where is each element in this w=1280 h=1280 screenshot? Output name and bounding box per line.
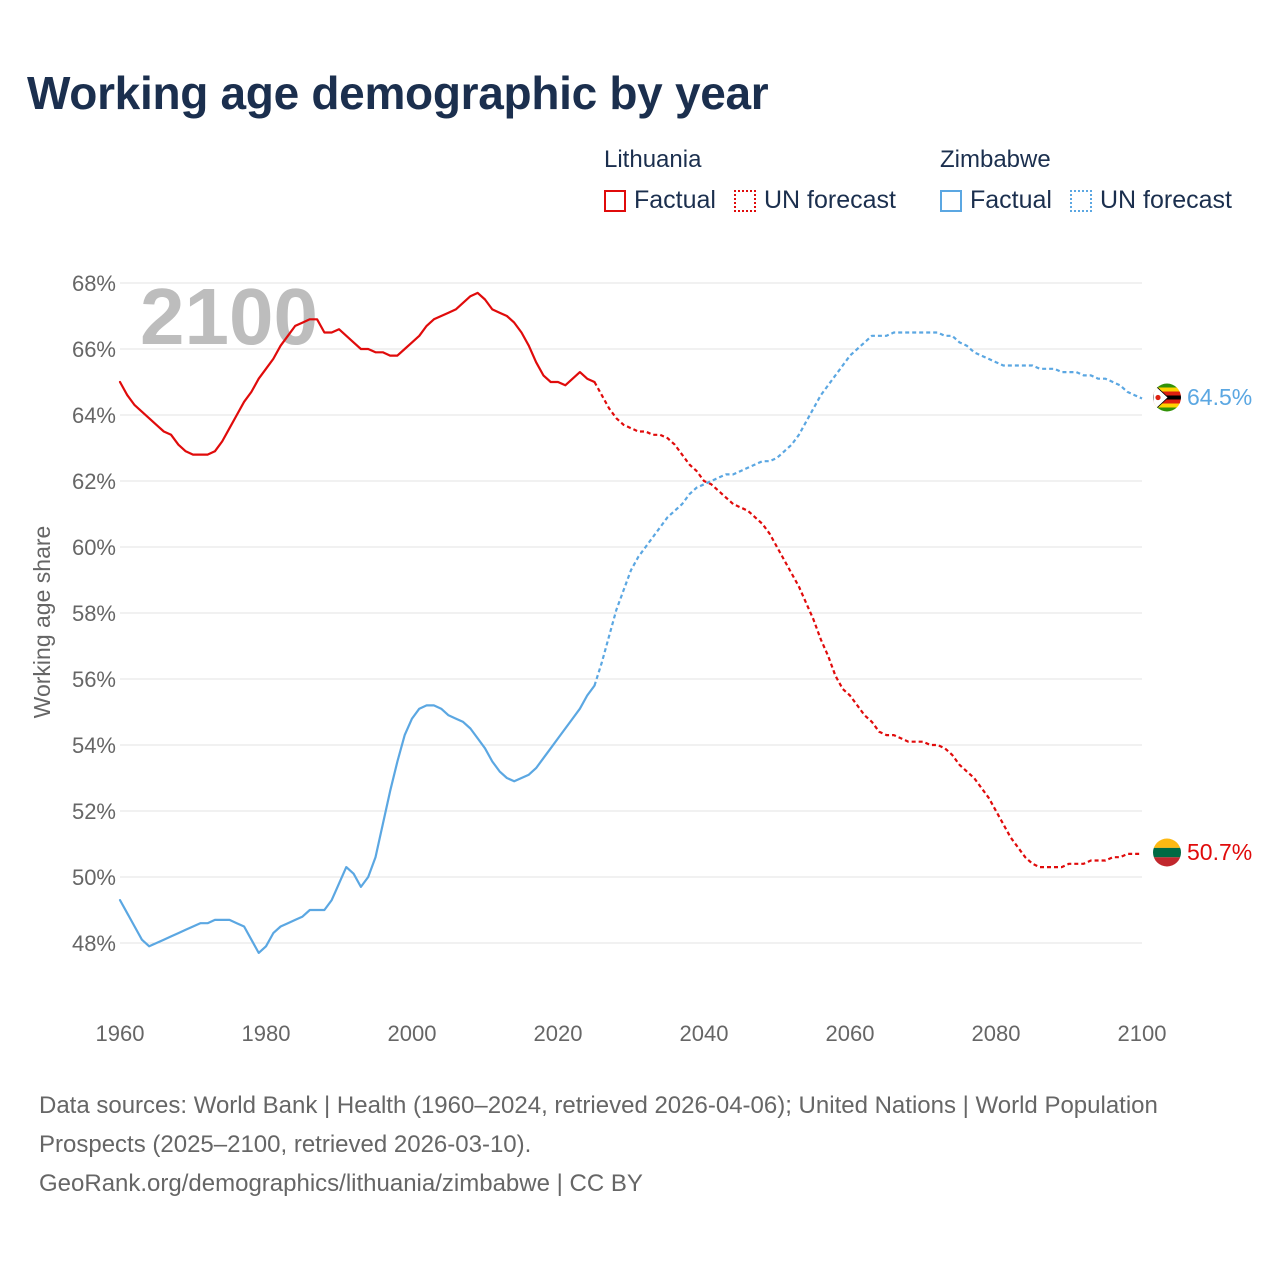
y-tick-label: 68%: [72, 271, 116, 296]
x-tick-label: 2020: [534, 1021, 583, 1046]
y-tick-label: 48%: [72, 931, 116, 956]
zimbabwe-end-label: 64.5%: [1187, 384, 1252, 410]
zimbabwe-forecast-line: [593, 331, 1143, 686]
x-tick-label: 1960: [96, 1021, 145, 1046]
legend-label: Factual: [970, 186, 1052, 214]
x-tick-label: 2080: [972, 1021, 1021, 1046]
lithuania-flag-icon: [1153, 838, 1181, 867]
lithuania-factual-line: [118, 291, 596, 456]
legend-item-lithuania-forecast[interactable]: UN forecast: [733, 186, 896, 215]
x-axis-ticks: 1960 1980 2000 2020 2040 2060 2080 2100: [96, 1021, 1167, 1046]
legend-label: Factual: [634, 186, 716, 214]
legend-swatch-solid-icon: [604, 189, 626, 212]
y-axis-title: Working age share: [29, 526, 55, 719]
page-title: Working age demographic by year: [27, 67, 769, 119]
x-tick-label: 2040: [680, 1021, 729, 1046]
legend-swatch-dotted-icon: [733, 189, 756, 212]
legend-item-zimbabwe-factual[interactable]: Factual: [940, 186, 1052, 215]
x-tick-label: 2060: [826, 1021, 875, 1046]
lithuania-end-label: 50.7%: [1187, 839, 1252, 865]
legend-group-zimbabwe: Zimbabwe Factual UN forecast: [940, 144, 1232, 215]
legend-title-zimbabwe: Zimbabwe: [940, 146, 1051, 173]
y-tick-label: 52%: [72, 799, 116, 824]
x-tick-label: 1980: [242, 1021, 291, 1046]
y-tick-label: 56%: [72, 667, 116, 692]
legend-label: UN forecast: [1099, 186, 1232, 214]
legend-item-lithuania-factual[interactable]: Factual: [604, 186, 716, 215]
x-tick-label: 2000: [388, 1021, 437, 1046]
series-lines: [118, 291, 1143, 954]
legend-label: UN forecast: [763, 186, 896, 214]
x-tick-label: 2100: [1118, 1021, 1167, 1046]
zimbabwe-flag-icon: [1153, 383, 1181, 412]
year-watermark: 2100: [140, 272, 318, 361]
legend-swatch-solid-icon: [940, 189, 962, 212]
gridlines: [120, 282, 1142, 944]
lithuania-forecast-line: [593, 381, 1142, 869]
y-tick-label: 50%: [72, 865, 116, 890]
legend-swatch-dotted-icon: [1069, 189, 1092, 212]
y-tick-label: 64%: [72, 403, 116, 428]
attribution-link[interactable]: GeoRank.org/demographics/lithuania/zimba…: [39, 1170, 643, 1197]
y-tick-label: 54%: [72, 733, 116, 758]
data-sources-text: Data sources: World Bank | Health (1960–…: [39, 1092, 1158, 1158]
footer: Data sources: World Bank | Health (1960–…: [39, 1086, 1239, 1203]
legend-item-zimbabwe-forecast[interactable]: UN forecast: [1069, 186, 1232, 215]
zimbabwe-factual-line: [118, 684, 596, 954]
y-tick-label: 58%: [72, 601, 116, 626]
legend-group-lithuania: Lithuania Factual UN forecast: [604, 144, 914, 215]
chart: 2100 48% 50% 52% 54% 56% 58% 60% 62% 64% 66% 68% 1…: [29, 271, 1252, 1046]
legend-title-lithuania: Lithuania: [604, 146, 702, 173]
y-tick-label: 60%: [72, 535, 116, 560]
y-axis-ticks: 48% 50% 52% 54% 56% 58% 60% 62% 64% 66% 68%: [72, 271, 116, 956]
y-tick-label: 62%: [72, 469, 116, 494]
y-tick-label: 66%: [72, 337, 116, 362]
